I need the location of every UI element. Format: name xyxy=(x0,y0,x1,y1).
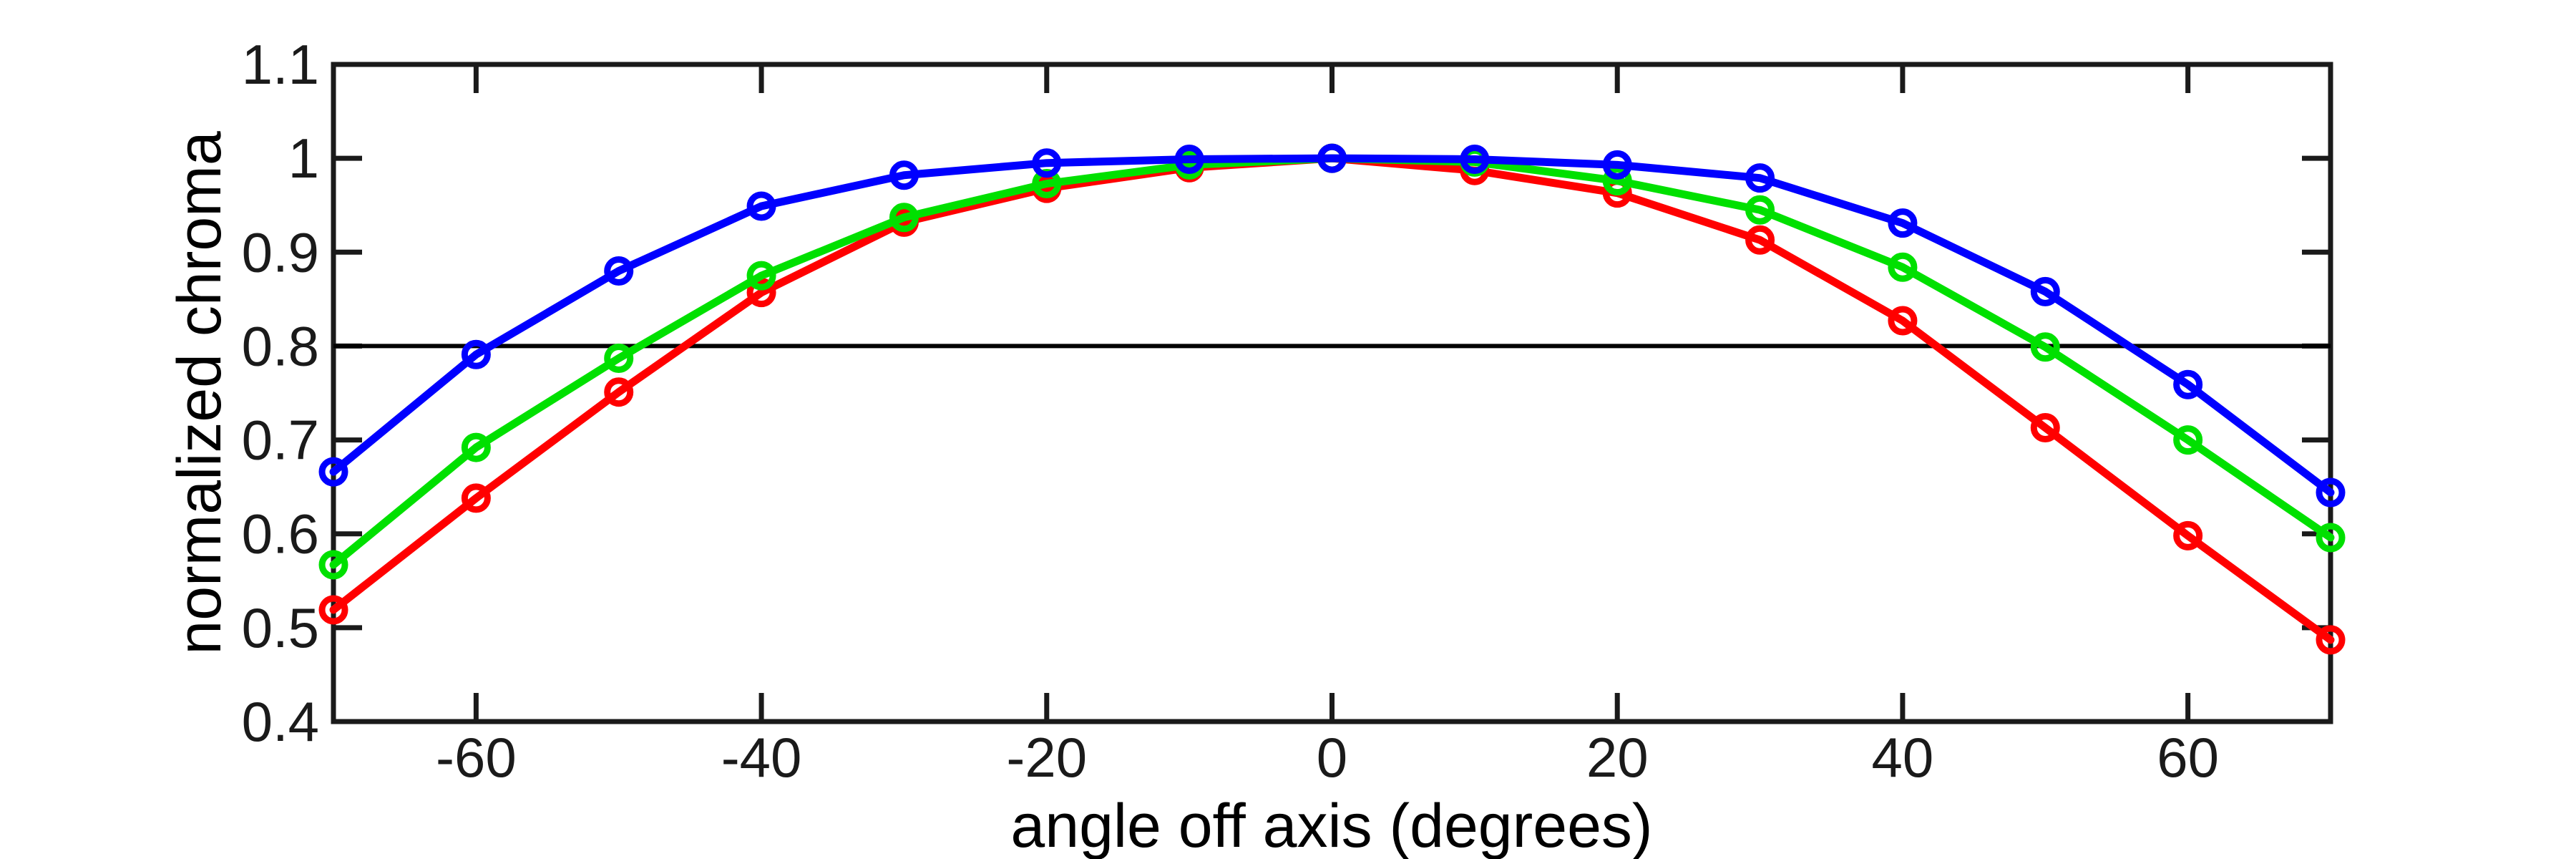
green-data-point-marker xyxy=(746,261,776,291)
green-data-point-marker xyxy=(461,432,491,462)
red-data-point-marker xyxy=(1745,225,1775,255)
red-data-point-marker xyxy=(1888,306,1918,336)
blue-data-point-marker xyxy=(2030,276,2060,306)
blue-data-point-marker xyxy=(1602,150,1632,180)
x-axis-label: angle off axis (degrees) xyxy=(1010,792,1652,859)
blue-data-point-marker xyxy=(2316,477,2346,508)
series-line-blue xyxy=(329,154,2335,497)
green-data-point-marker xyxy=(2030,332,2060,362)
green-data-point-marker xyxy=(1745,195,1775,225)
y-tick-label: 1 xyxy=(288,127,319,190)
blue-data-point-marker xyxy=(604,256,634,286)
y-tick-label: 0.8 xyxy=(242,314,319,377)
red-data-point-marker xyxy=(2316,625,2346,655)
blue-data-point-marker xyxy=(746,191,776,221)
green-data-point-marker xyxy=(2316,523,2346,553)
red-data-point-marker xyxy=(2173,520,2203,550)
green-data-point-marker xyxy=(318,550,348,580)
y-tick-label: 1.1 xyxy=(242,33,319,96)
green-data-point-marker xyxy=(604,343,634,373)
x-tick-label: -40 xyxy=(721,726,802,789)
blue-data-point-marker xyxy=(1317,143,1347,173)
y-tick-label: 0.7 xyxy=(242,409,319,472)
blue-data-point-marker xyxy=(889,160,919,190)
blue-data-point-marker xyxy=(1032,148,1062,178)
y-tick-label: 0.5 xyxy=(242,596,319,659)
blue-data-point-marker xyxy=(318,457,348,487)
red-data-point-marker xyxy=(746,278,776,308)
y-tick-label: 0.4 xyxy=(242,690,319,753)
blue-data-point-marker xyxy=(461,339,491,369)
blue-data-point-marker xyxy=(1888,208,1918,238)
red-data-point-marker xyxy=(318,595,348,625)
x-tick-label: 40 xyxy=(1872,726,1934,789)
green-data-point-marker xyxy=(1888,252,1918,282)
red-data-point-marker xyxy=(2030,413,2060,443)
x-tick-label: 20 xyxy=(1586,726,1649,789)
green-data-point-marker xyxy=(2173,425,2203,455)
green-data-point-marker xyxy=(1602,166,1632,196)
blue-data-point-marker xyxy=(2173,369,2203,399)
blue-data-point-marker xyxy=(1460,144,1490,174)
y-tick-label: 0.6 xyxy=(242,503,319,566)
x-tick-label: 0 xyxy=(1317,726,1347,789)
x-tick-label: -60 xyxy=(436,726,517,789)
blue-data-point-marker xyxy=(1174,144,1204,174)
x-tick-label: 60 xyxy=(2157,726,2219,789)
plot-area: -60 -40 -20 0 20 40 60 0.4 0.5 0.6 0.7 0.8 0.9 1 1.1 xyxy=(242,33,2346,789)
green-data-point-marker xyxy=(889,203,919,233)
y-tick-label: 0.9 xyxy=(242,220,319,283)
y-axis-label: normalized chroma xyxy=(165,131,234,654)
red-data-point-marker xyxy=(604,377,634,407)
red-data-point-marker xyxy=(461,483,491,513)
series-line-red xyxy=(329,154,2335,644)
x-tick-label: -20 xyxy=(1006,726,1087,789)
blue-data-point-marker xyxy=(1745,163,1775,193)
